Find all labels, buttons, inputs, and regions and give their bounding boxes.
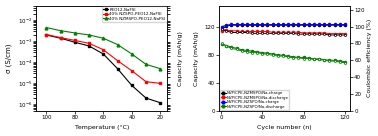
40% NZSPO-PEO12-NaFSI — [158, 83, 163, 84]
PEO12-NaFSI — [44, 34, 48, 36]
40% NZMSPO-PEO12-NaFSI — [115, 44, 120, 45]
PEO12-NaFSI — [58, 37, 63, 39]
40% NZMSPO-PEO12-NaFSI — [58, 30, 63, 31]
Line: 40% NZSPO-PEO12-NaFSI: 40% NZSPO-PEO12-NaFSI — [45, 33, 162, 85]
PEO12-NaFSI — [158, 102, 163, 103]
PEO12-NaFSI — [87, 45, 91, 47]
Legend: NVP/CPE-NZMSPO/Na-charge, NVP/CPE-NZMSPO/Na-discharge, NVP/CPE-NZSPO/Na-charge, : NVP/CPE-NZMSPO/Na-charge, NVP/CPE-NZMSPO… — [220, 90, 290, 110]
40% NZSPO-PEO12-NaFSI — [58, 37, 63, 38]
PEO12-NaFSI — [115, 68, 120, 69]
Y-axis label: σ (S/cm): σ (S/cm) — [6, 43, 12, 73]
Y-axis label: Capacity (mAh/g): Capacity (mAh/g) — [178, 31, 183, 86]
X-axis label: Cycle number (n): Cycle number (n) — [257, 125, 312, 130]
40% NZMSPO-PEO12-NaFSI — [101, 37, 105, 39]
40% NZSPO-PEO12-NaFSI — [73, 40, 77, 41]
40% NZMSPO-PEO12-NaFSI — [144, 64, 148, 65]
40% NZMSPO-PEO12-NaFSI — [73, 32, 77, 34]
PEO12-NaFSI — [73, 41, 77, 43]
PEO12-NaFSI — [101, 53, 105, 55]
40% NZMSPO-PEO12-NaFSI — [44, 27, 48, 28]
40% NZMSPO-PEO12-NaFSI — [158, 68, 163, 69]
40% NZMSPO-PEO12-NaFSI — [87, 34, 91, 36]
X-axis label: Temperature (°C): Temperature (°C) — [74, 125, 129, 130]
PEO12-NaFSI — [144, 97, 148, 99]
Y-axis label: Coulombic efficiency (%): Coulombic efficiency (%) — [367, 19, 372, 97]
Line: PEO12-NaFSI: PEO12-NaFSI — [45, 34, 162, 104]
Legend: PEO12-NaFSI, 40% NZSPO-PEO12-NaFSI, 40% NZMSPO-PEO12-NaFSI: PEO12-NaFSI, 40% NZSPO-PEO12-NaFSI, 40% … — [102, 6, 167, 22]
PEO12-NaFSI — [130, 85, 134, 86]
40% NZSPO-PEO12-NaFSI — [44, 34, 48, 35]
40% NZSPO-PEO12-NaFSI — [115, 60, 120, 61]
40% NZMSPO-PEO12-NaFSI — [130, 53, 134, 55]
Y-axis label: Capacity (mAh/g): Capacity (mAh/g) — [194, 31, 199, 86]
Line: 40% NZMSPO-PEO12-NaFSI: 40% NZMSPO-PEO12-NaFSI — [45, 26, 162, 70]
40% NZSPO-PEO12-NaFSI — [101, 49, 105, 50]
40% NZSPO-PEO12-NaFSI — [144, 81, 148, 83]
40% NZSPO-PEO12-NaFSI — [130, 70, 134, 72]
40% NZSPO-PEO12-NaFSI — [87, 43, 91, 44]
